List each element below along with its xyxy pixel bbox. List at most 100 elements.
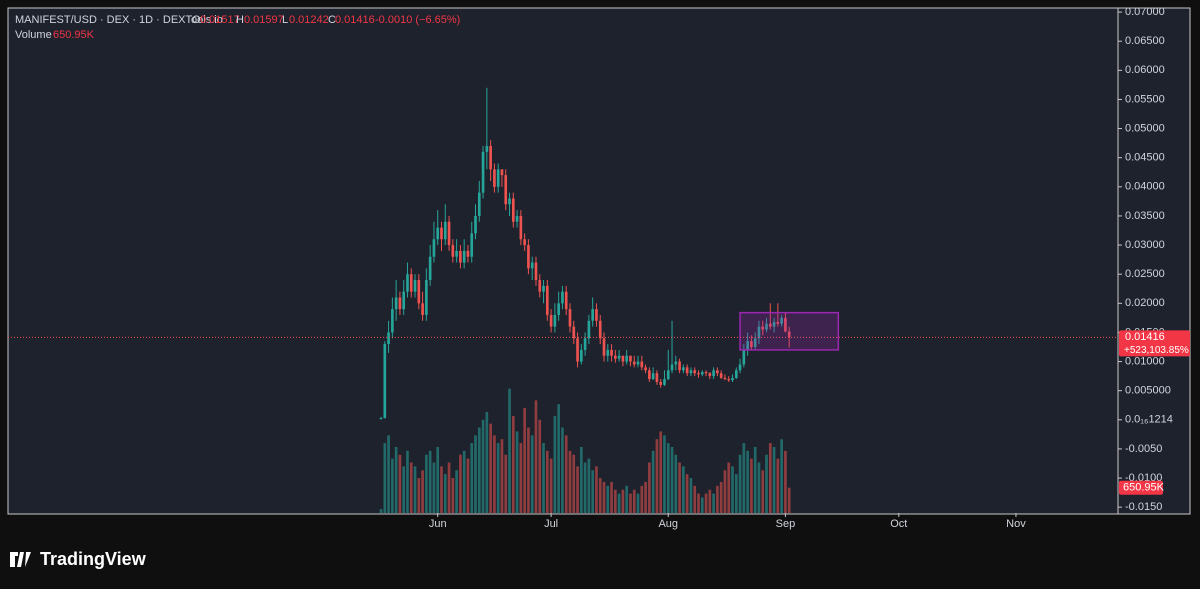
candle-body — [753, 338, 757, 347]
candle-body — [379, 418, 383, 420]
volume-bar — [682, 466, 685, 513]
candle-body — [462, 250, 466, 263]
volume-bar — [398, 454, 402, 513]
candle-body — [636, 361, 640, 365]
volume-bar — [787, 487, 791, 513]
volume-value-label: 650.95K — [1123, 482, 1165, 494]
candle-body — [443, 221, 447, 240]
candle-body — [659, 381, 663, 385]
candle-body — [787, 331, 791, 338]
volume-bar — [504, 454, 508, 513]
candle-body — [742, 349, 746, 365]
candle-body — [549, 314, 553, 327]
candle-body — [474, 215, 477, 234]
candle-body — [564, 291, 568, 310]
c-value: 0.01416 — [335, 14, 375, 26]
volume-bar — [477, 427, 481, 513]
volume-bar — [663, 435, 666, 513]
candle-body — [425, 280, 428, 315]
volume-bar — [704, 493, 708, 513]
volume-bar — [466, 458, 470, 513]
volume-bar — [545, 450, 549, 513]
volume-bar — [564, 435, 568, 513]
volume-bar — [666, 443, 670, 513]
candle-body — [455, 250, 458, 257]
candle-body — [417, 280, 421, 304]
candle-body — [629, 355, 632, 362]
candle-body — [595, 309, 598, 321]
logo-icon — [10, 552, 31, 567]
volume-bar — [413, 466, 417, 513]
candle-body — [568, 309, 572, 327]
candle-body — [768, 323, 772, 327]
volume-bar — [462, 450, 466, 513]
volume-bar — [731, 466, 734, 513]
volume-bar — [583, 462, 587, 513]
volume-bar — [719, 481, 723, 513]
candle-body — [489, 146, 492, 170]
volume-bar — [712, 493, 715, 513]
y-tick-label: 0.06000 — [1125, 64, 1165, 76]
volume-bar — [549, 458, 553, 513]
l-value: 0.01242 — [289, 14, 329, 26]
candle-body — [602, 338, 606, 356]
volume-bar — [753, 446, 757, 513]
candle-body — [734, 370, 738, 378]
candle-body — [496, 169, 500, 187]
volume-bar — [765, 454, 768, 513]
candle-body — [459, 250, 462, 263]
volume-bar — [768, 443, 772, 513]
l-label: L — [282, 14, 288, 26]
volume-bar — [655, 439, 659, 513]
x-tick-label: Aug — [658, 518, 678, 530]
o-label: O — [192, 14, 201, 26]
volume-bar — [447, 462, 451, 513]
volume-bar — [455, 470, 458, 513]
volume-bar — [568, 450, 572, 513]
y-tick-label: 0.02000 — [1125, 297, 1165, 309]
volume-bar — [757, 462, 761, 513]
volume-bar — [553, 415, 557, 513]
volume-bar — [432, 462, 436, 513]
candle-body — [515, 215, 519, 222]
volume-bar — [598, 478, 602, 513]
candle-body — [409, 274, 413, 292]
candle-body — [640, 361, 644, 368]
volume-bar — [776, 458, 780, 513]
candle-body — [470, 233, 474, 257]
candle-body — [493, 169, 496, 187]
volume-bar — [394, 446, 398, 513]
volume-bar — [685, 474, 689, 513]
volume-bar — [409, 462, 413, 513]
candle-body — [625, 355, 629, 362]
candle-body — [591, 309, 594, 321]
x-tick-label: Oct — [890, 518, 907, 530]
candle-body — [485, 146, 489, 152]
volume-bar — [629, 493, 632, 513]
volume-bar — [580, 446, 583, 513]
volume-bar — [534, 400, 538, 513]
candle-body — [553, 314, 557, 327]
volume-bar — [716, 485, 719, 513]
volume-bar — [500, 439, 504, 513]
volume-bar — [572, 454, 576, 513]
volume-bar — [459, 454, 462, 513]
x-tick-label: Sep — [776, 518, 796, 530]
volume-bar — [587, 458, 591, 513]
candle-body — [530, 262, 534, 269]
volume-bar — [515, 431, 519, 513]
candle-body — [508, 198, 511, 205]
volume-bar — [644, 481, 647, 513]
volume-bar — [636, 493, 640, 513]
volume-bar — [470, 443, 474, 513]
candle-body — [614, 355, 617, 359]
volume-bar — [617, 493, 621, 513]
candle-body — [716, 370, 719, 374]
volume-bar — [425, 454, 428, 513]
y-tick-label: -0.0050 — [1125, 443, 1162, 455]
volume-bar — [508, 388, 511, 513]
candle-body — [780, 317, 783, 324]
candle-body — [576, 338, 579, 362]
candle-body — [738, 364, 742, 371]
